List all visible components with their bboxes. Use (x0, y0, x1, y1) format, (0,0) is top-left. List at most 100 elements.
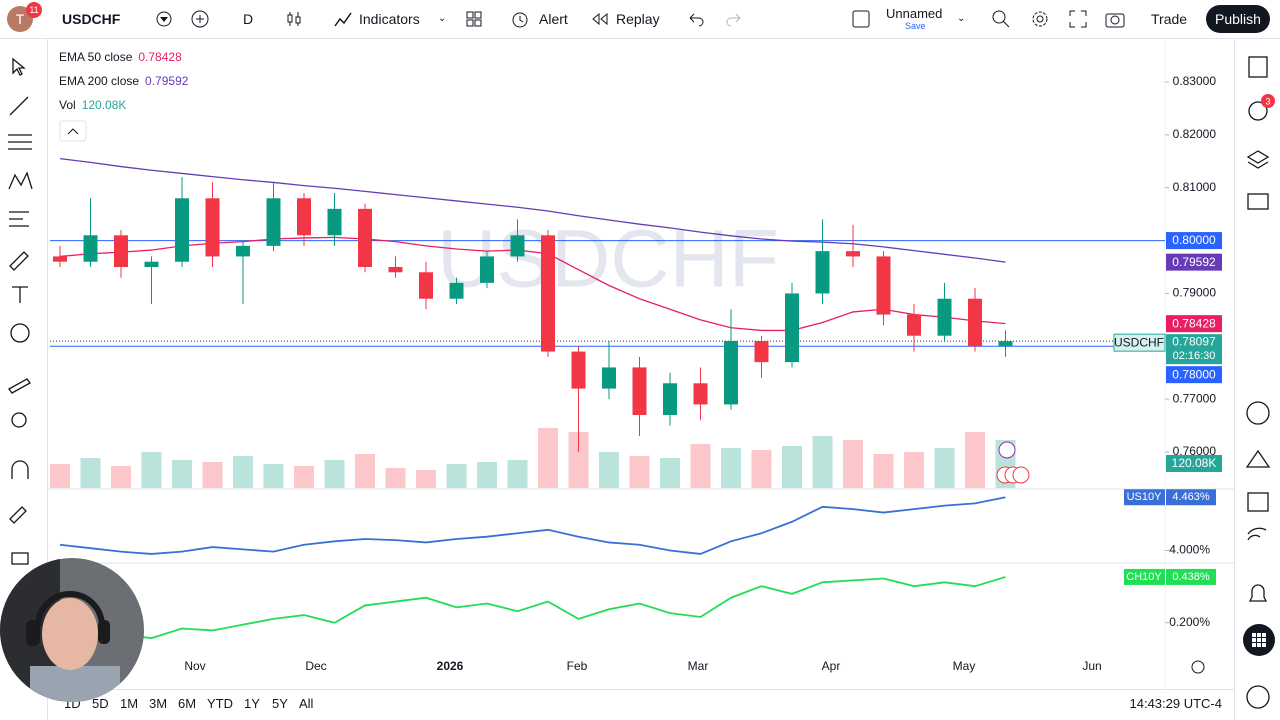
candle-body (480, 256, 494, 283)
candle-body (388, 267, 403, 273)
save-button[interactable]: Save (905, 21, 926, 31)
volume-bar (843, 440, 863, 488)
volume-bar (538, 428, 558, 488)
range-button[interactable]: 1M (120, 696, 139, 711)
range-button[interactable]: 3M (149, 696, 168, 711)
templates-button[interactable] (465, 10, 483, 28)
candle-body (266, 198, 281, 246)
alerts-panel[interactable] (1248, 101, 1268, 121)
range-button[interactable]: 1Y (244, 696, 260, 711)
forecast-tool[interactable] (9, 211, 29, 227)
pane-name-bg (1124, 489, 1165, 506)
ideas[interactable] (1246, 401, 1270, 425)
volume-bar (629, 456, 650, 488)
candle-body (327, 208, 342, 236)
candle-body (632, 367, 647, 415)
redo[interactable] (725, 11, 743, 27)
interval[interactable]: D (243, 11, 254, 27)
pane-value: 4.463% (1172, 491, 1210, 503)
snapshot[interactable] (1104, 9, 1126, 29)
replay-icon[interactable] (591, 11, 609, 27)
pattern-tool[interactable] (8, 171, 33, 190)
range-button[interactable]: 5Y (272, 696, 288, 711)
chart-type[interactable] (285, 10, 303, 28)
replay-button[interactable]: Replay (616, 11, 660, 27)
screener[interactable] (1245, 449, 1271, 468)
range-button[interactable]: YTD (207, 696, 233, 711)
legend-name: EMA 200 close (59, 74, 139, 88)
price-label: 0.79592 (1172, 255, 1216, 269)
lock-tool[interactable] (11, 552, 29, 565)
calendar[interactable] (1247, 492, 1269, 512)
symbol-icon[interactable] (155, 10, 173, 28)
compare-button[interactable] (191, 10, 209, 28)
range-button[interactable]: 5D (92, 696, 109, 711)
quick-search[interactable] (991, 9, 1011, 29)
zoom-tool[interactable] (11, 412, 27, 428)
candle-body (236, 245, 250, 257)
candle-body (53, 256, 67, 262)
volume-label: 120.08K (1172, 456, 1217, 470)
volume-bar (416, 470, 436, 488)
cursor-tool[interactable] (12, 57, 26, 76)
alert-button[interactable]: Alert (539, 11, 568, 27)
pane-line (59, 576, 1006, 640)
layers[interactable] (1246, 150, 1270, 169)
price-label-bg (1166, 253, 1222, 271)
chat[interactable] (1247, 193, 1269, 210)
legend-value: 120.08K (82, 98, 127, 112)
price-label: 0.80000 (1172, 233, 1216, 247)
trade-button[interactable]: Trade (1151, 11, 1188, 27)
layout-checkbox[interactable] (851, 10, 871, 28)
drawing-tools (8, 57, 33, 565)
symbol[interactable]: USDCHF (62, 11, 121, 27)
webcam-overlay (0, 558, 144, 702)
legend-name: Vol (59, 98, 76, 112)
undo[interactable] (687, 11, 705, 27)
dropdown[interactable]: ⌄ (438, 13, 447, 24)
volume-bar (324, 460, 345, 488)
volume-bar (446, 464, 467, 488)
fullscreen[interactable] (1068, 9, 1088, 29)
candle-body (998, 341, 1013, 347)
range-button[interactable]: All (299, 696, 314, 711)
fib-tool[interactable] (8, 134, 32, 150)
alerts-badge-bg (1261, 94, 1275, 108)
pane-name-bg (1124, 568, 1165, 585)
emoji-tool[interactable] (10, 323, 30, 343)
candle-body (419, 272, 433, 299)
publish-button[interactable]: Publish (1206, 5, 1270, 33)
legend-name: EMA 50 close (59, 50, 133, 64)
volume-bar (141, 452, 162, 488)
trendline-tool[interactable] (9, 96, 29, 116)
candle-body (114, 235, 128, 267)
candle-body (602, 367, 616, 389)
candle-body (785, 293, 799, 363)
candle-body (541, 235, 555, 352)
x-tick-label: Mar (688, 659, 709, 673)
stream[interactable] (1247, 527, 1267, 541)
text-tool[interactable] (12, 286, 28, 303)
range-button[interactable]: 6M (178, 696, 197, 711)
indicators-icon[interactable] (333, 10, 353, 28)
clock: 14:43:29 UTC-4 (1129, 696, 1223, 711)
indicators-button[interactable]: Indicators (359, 11, 420, 27)
right-toolbar: 3 (1234, 39, 1280, 720)
settings[interactable] (1030, 9, 1050, 29)
volume-bar (294, 466, 314, 488)
layout-dropdown[interactable]: ⌄ (957, 13, 966, 24)
brush-tool[interactable] (9, 251, 29, 271)
lock-draw-tool[interactable] (9, 506, 27, 524)
magnet-tool[interactable] (11, 460, 29, 479)
volume-bar (568, 432, 589, 488)
alert-icon[interactable] (510, 9, 530, 29)
pane-value: 0.438% (1172, 571, 1210, 583)
help[interactable] (1246, 685, 1270, 709)
candle-body (846, 251, 860, 257)
layout-name[interactable]: Unnamed (886, 6, 943, 21)
watchlist[interactable] (1248, 56, 1268, 78)
candle-body (571, 351, 586, 389)
notifications[interactable] (1248, 584, 1268, 602)
measure-tool[interactable] (8, 378, 31, 394)
